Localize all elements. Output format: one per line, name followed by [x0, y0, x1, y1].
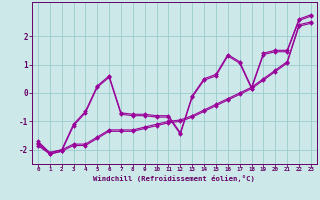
X-axis label: Windchill (Refroidissement éolien,°C): Windchill (Refroidissement éolien,°C) — [93, 175, 255, 182]
